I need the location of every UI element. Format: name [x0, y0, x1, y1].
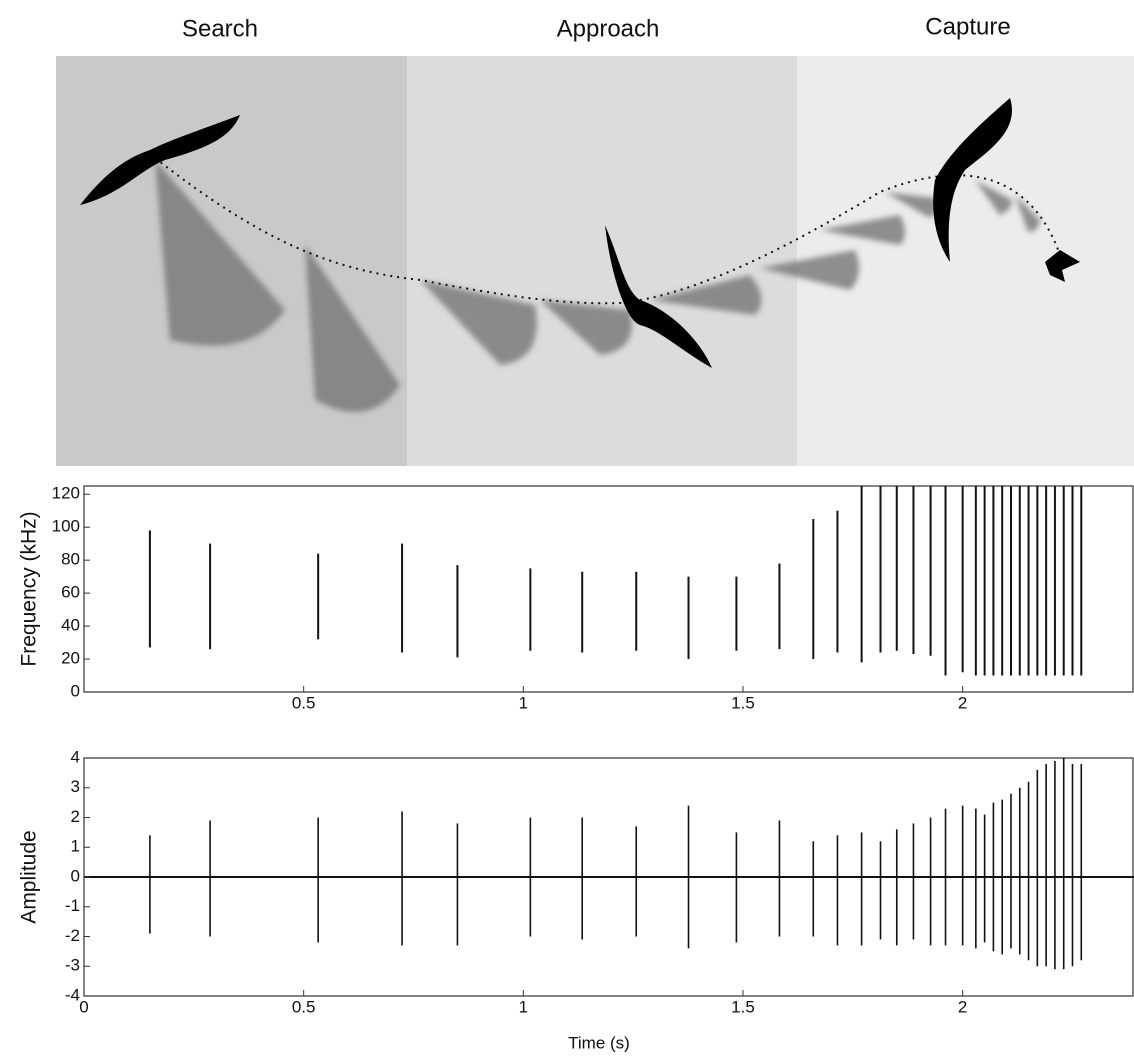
- y-tick-label: 100: [52, 517, 80, 536]
- x-tick-label: 0.5: [292, 997, 316, 1016]
- y-tick-label: 60: [61, 583, 80, 602]
- y-tick-label: 0: [71, 681, 80, 700]
- figure: Search Approach Capture 0204060801001200…: [0, 0, 1134, 1057]
- x-tick-label: 0.5: [292, 693, 316, 712]
- phase-label: Approach: [557, 15, 660, 42]
- y-tick-label: 20: [61, 649, 80, 668]
- y-tick-label: -2: [65, 926, 80, 945]
- approach-zone: [407, 56, 797, 466]
- y-tick-label: 4: [71, 747, 80, 766]
- y-tick-label: 120: [52, 484, 80, 503]
- y-tick-label: 1: [71, 837, 80, 856]
- y-tick-label: -1: [65, 896, 80, 915]
- y-axis-label: Frequency (kHz): [18, 511, 41, 666]
- y-axis-label: Amplitude: [18, 830, 41, 923]
- x-tick-label: 1: [519, 997, 528, 1016]
- phase-label: Search: [182, 15, 258, 42]
- x-tick-label: 1.5: [731, 997, 755, 1016]
- phase-label: Capture: [925, 13, 1010, 40]
- x-axis-label: Time (s): [568, 1033, 630, 1052]
- x-tick-label: 1.5: [731, 693, 755, 712]
- y-tick-label: 3: [71, 777, 80, 796]
- y-tick-label: 40: [61, 616, 80, 635]
- y-tick-label: 0: [71, 866, 80, 885]
- x-tick-label: 1: [519, 693, 528, 712]
- x-tick-label: 0: [79, 997, 88, 1016]
- y-tick-label: 80: [61, 550, 80, 569]
- y-tick-label: -4: [65, 985, 80, 1004]
- x-tick-label: 2: [958, 997, 967, 1016]
- y-tick-label: 2: [71, 807, 80, 826]
- x-tick-label: 2: [958, 693, 967, 712]
- y-tick-label: -3: [65, 956, 80, 975]
